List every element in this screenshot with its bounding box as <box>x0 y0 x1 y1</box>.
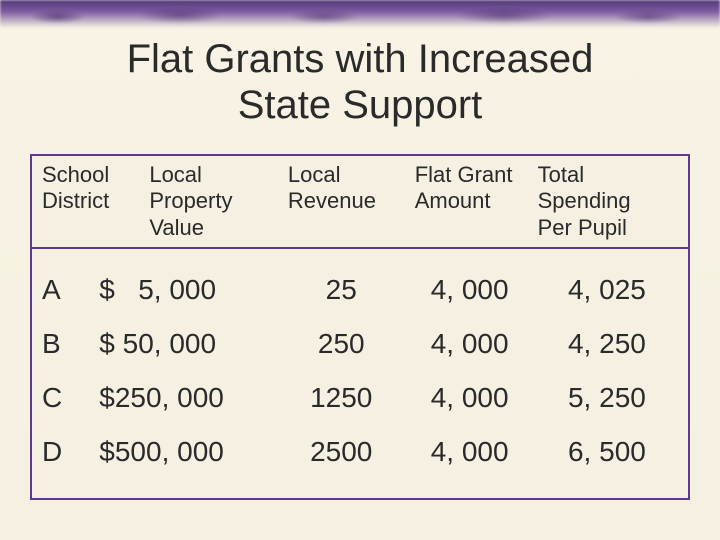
table-row: B $ 50, 000 250 4, 000 4, 250 <box>40 317 680 371</box>
cell-grant: 4, 000 <box>405 274 533 306</box>
cell-total: 4, 250 <box>534 328 680 360</box>
table-header-row: School District Local Property Value Loc… <box>32 156 688 249</box>
cell-revenue: 1250 <box>277 382 405 414</box>
cell-total: 6, 500 <box>534 436 680 468</box>
cell-total: 5, 250 <box>534 382 680 414</box>
cell-total: 4, 025 <box>534 274 680 306</box>
cell-property: $ 5, 000 <box>99 274 277 306</box>
cell-property: $250, 000 <box>99 382 277 414</box>
col-header-district: School District <box>40 162 147 215</box>
top-accent-decoration <box>0 0 720 28</box>
cell-district: D <box>40 436 99 468</box>
table-body: A $ 5, 000 25 4, 000 4, 025 B $ 50, 000 … <box>32 249 688 487</box>
col-header-text: Local <box>288 162 341 187</box>
cell-district: B <box>40 328 99 360</box>
col-header-text: Property <box>149 188 232 213</box>
table-row: A $ 5, 000 25 4, 000 4, 025 <box>40 263 680 317</box>
cell-district: A <box>40 274 99 306</box>
col-header-text: Per Pupil <box>538 215 627 240</box>
cell-grant: 4, 000 <box>405 436 533 468</box>
col-header-text: Flat Grant <box>415 162 513 187</box>
cell-revenue: 250 <box>277 328 405 360</box>
col-header-text: Total Spending <box>538 162 631 213</box>
col-header-grant: Flat Grant Amount <box>413 162 536 215</box>
table-row: D $500, 000 2500 4, 000 6, 500 <box>40 425 680 479</box>
col-header-text: Amount <box>415 188 491 213</box>
cell-grant: 4, 000 <box>405 328 533 360</box>
col-header-text: District <box>42 188 109 213</box>
col-header-text: Value <box>149 215 204 240</box>
title-line-1: Flat Grants with Increased <box>127 37 594 81</box>
col-header-property: Local Property Value <box>147 162 286 241</box>
cell-revenue: 2500 <box>277 436 405 468</box>
cell-grant: 4, 000 <box>405 382 533 414</box>
col-header-revenue: Local Revenue <box>286 162 413 215</box>
cell-property: $500, 000 <box>99 436 277 468</box>
col-header-text: Local <box>149 162 202 187</box>
col-header-text: School <box>42 162 109 187</box>
grants-table: School District Local Property Value Loc… <box>30 154 690 500</box>
cell-property: $ 50, 000 <box>99 328 277 360</box>
cell-revenue: 25 <box>277 274 405 306</box>
cell-district: C <box>40 382 99 414</box>
title-line-2: State Support <box>238 83 483 127</box>
table-row: C $250, 000 1250 4, 000 5, 250 <box>40 371 680 425</box>
page-title: Flat Grants with Increased State Support <box>0 36 720 128</box>
col-header-text: Revenue <box>288 188 376 213</box>
col-header-total: Total Spending Per Pupil <box>536 162 680 241</box>
slide: Flat Grants with Increased State Support… <box>0 0 720 540</box>
